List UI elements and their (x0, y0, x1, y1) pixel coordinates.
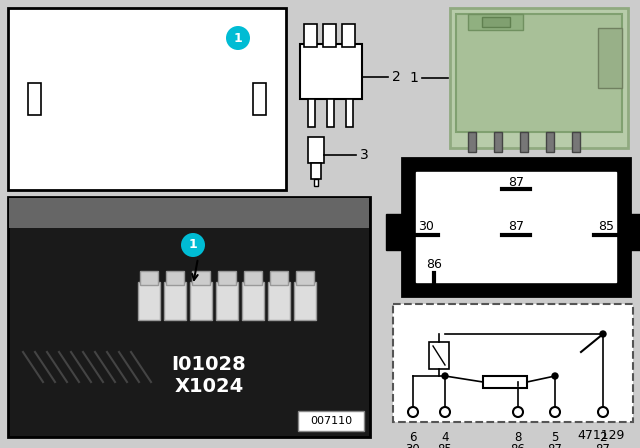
Bar (308, 137, 324, 163)
Bar (393, 304, 633, 422)
Bar (190, 282, 212, 320)
Bar (9, 198, 369, 228)
Bar (598, 28, 622, 88)
Circle shape (598, 407, 608, 417)
Bar (456, 14, 622, 132)
Bar (9, 198, 369, 436)
Bar (294, 282, 316, 320)
Bar (416, 172, 616, 282)
Text: 1: 1 (189, 238, 197, 251)
Text: 8: 8 (515, 431, 522, 444)
Bar (323, 24, 336, 47)
Circle shape (552, 373, 558, 379)
Bar (270, 271, 288, 285)
Bar (298, 411, 364, 431)
Bar (140, 271, 158, 285)
Text: 1: 1 (234, 31, 243, 44)
Bar (28, 83, 41, 115)
Text: 87: 87 (508, 176, 524, 189)
Bar (8, 8, 286, 190)
Text: 85: 85 (598, 220, 614, 233)
Text: 2: 2 (392, 70, 401, 84)
Text: 30: 30 (406, 443, 420, 448)
Bar (468, 14, 523, 30)
Bar (520, 132, 528, 152)
Text: 6: 6 (409, 431, 417, 444)
Text: 3: 3 (360, 148, 369, 162)
Circle shape (181, 233, 205, 257)
Text: 87: 87 (508, 220, 524, 233)
Bar (494, 132, 502, 152)
Text: 5: 5 (551, 431, 559, 444)
Text: 86: 86 (426, 258, 442, 271)
Bar (304, 24, 317, 47)
Bar (429, 342, 449, 369)
Bar (311, 163, 321, 179)
Bar (308, 99, 315, 127)
Bar (164, 282, 186, 320)
Text: X1024: X1024 (174, 378, 244, 396)
Bar (483, 376, 527, 388)
Bar (296, 271, 314, 285)
Bar (450, 8, 628, 148)
Bar (628, 214, 640, 250)
Text: 4: 4 (441, 431, 449, 444)
Text: 471129: 471129 (578, 429, 625, 442)
Text: 85: 85 (438, 443, 452, 448)
Bar (192, 271, 210, 285)
Ellipse shape (99, 54, 195, 86)
Circle shape (226, 26, 250, 50)
Bar (300, 44, 362, 99)
Bar (468, 132, 476, 152)
Text: 86: 86 (511, 443, 525, 448)
Circle shape (600, 331, 606, 337)
Text: 007110: 007110 (310, 416, 352, 426)
Bar (244, 271, 262, 285)
Bar (216, 282, 238, 320)
Text: 87: 87 (596, 443, 611, 448)
Text: 1: 1 (409, 71, 418, 85)
Circle shape (408, 407, 418, 417)
FancyBboxPatch shape (31, 24, 263, 174)
Bar (8, 197, 370, 437)
Bar (138, 282, 160, 320)
Circle shape (442, 373, 448, 379)
Bar (242, 282, 264, 320)
Bar (346, 99, 353, 127)
Circle shape (513, 407, 523, 417)
Bar (482, 17, 510, 27)
Bar (166, 271, 184, 285)
Bar (342, 24, 355, 47)
Text: 87: 87 (548, 443, 563, 448)
Ellipse shape (102, 119, 192, 145)
Text: I01028: I01028 (172, 356, 246, 375)
Text: 2: 2 (599, 431, 607, 444)
Bar (546, 132, 554, 152)
Circle shape (550, 407, 560, 417)
Bar (253, 83, 266, 115)
Bar (314, 179, 318, 186)
Bar (327, 99, 334, 127)
Bar (572, 132, 580, 152)
Bar (268, 282, 290, 320)
Bar (218, 271, 236, 285)
Text: 30: 30 (418, 220, 434, 233)
Bar (386, 214, 404, 250)
Bar (402, 158, 630, 296)
Circle shape (440, 407, 450, 417)
